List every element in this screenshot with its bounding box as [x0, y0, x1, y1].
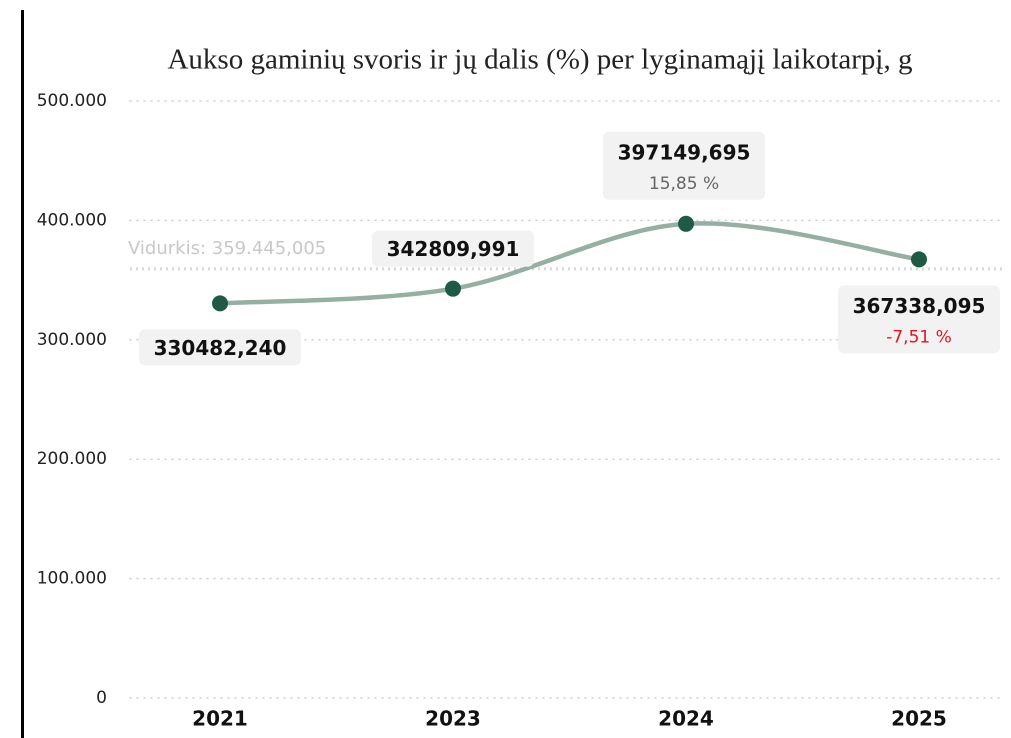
chart-title: Aukso gaminių svoris ir jų dalis (%) per…	[167, 44, 912, 76]
value-label: 397149,695	[618, 140, 751, 164]
y-tick-label: 100.000	[37, 569, 107, 589]
marker	[445, 280, 461, 297]
marker	[212, 295, 228, 312]
y-tick-label: 0	[96, 688, 107, 708]
label-box	[838, 285, 1000, 354]
x-tick-label: 2021	[192, 707, 248, 731]
y-tick-label: 400.000	[37, 210, 107, 230]
change-label: 15,85 %	[649, 174, 719, 194]
line	[219, 221, 920, 306]
average-label: Vidurkis: 359.445,005	[128, 238, 326, 259]
x-tick-label: 2024	[658, 707, 714, 731]
x-tick-label: 2025	[891, 707, 947, 731]
y-tick-label: 200.000	[37, 449, 107, 469]
y-tick-label: 300.000	[37, 330, 107, 350]
value-label: 330482,240	[154, 336, 287, 360]
left-border	[21, 10, 24, 738]
value-label: 342809,991	[387, 237, 520, 261]
value-label: 367338,095	[853, 294, 986, 318]
marker	[911, 251, 927, 268]
marker	[678, 215, 694, 232]
label-box	[603, 131, 765, 200]
change-label: -7,51 %	[886, 327, 952, 347]
x-tick-label: 2023	[425, 707, 481, 731]
label-box	[372, 230, 534, 267]
y-tick-label: 500.000	[37, 91, 107, 111]
label-box	[139, 329, 301, 366]
